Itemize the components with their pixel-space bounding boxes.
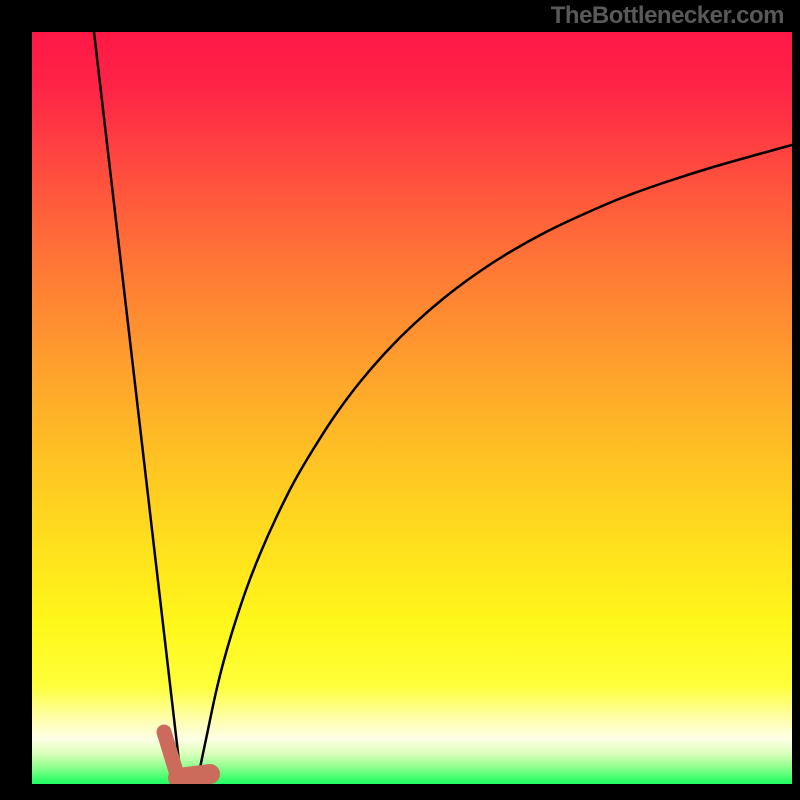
curve-right <box>200 145 792 768</box>
chart-container: TheBottlenecker.com <box>0 0 800 800</box>
watermark-label: TheBottlenecker.com <box>551 2 784 30</box>
plot-area <box>32 32 792 792</box>
foot-border <box>32 784 792 792</box>
curve-left <box>94 32 180 770</box>
chart-svg <box>32 32 792 792</box>
